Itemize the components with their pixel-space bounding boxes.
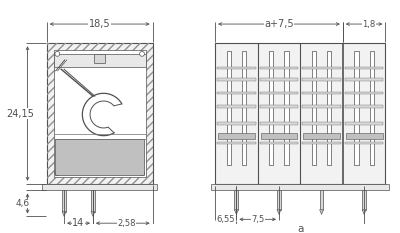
Bar — [226, 51, 231, 164]
Bar — [260, 78, 298, 81]
Bar — [217, 78, 256, 81]
Bar — [54, 50, 146, 177]
Bar — [312, 51, 316, 164]
Text: 24,15: 24,15 — [6, 109, 34, 119]
Bar — [303, 133, 340, 139]
Circle shape — [55, 51, 60, 56]
Bar — [217, 92, 256, 94]
Bar — [345, 78, 384, 81]
Bar — [260, 92, 298, 94]
Bar — [56, 139, 144, 175]
Text: 4,6: 4,6 — [16, 199, 30, 208]
Bar — [345, 92, 384, 94]
Bar — [302, 78, 341, 81]
Bar — [327, 51, 331, 164]
Bar — [362, 191, 366, 210]
Text: 6,55: 6,55 — [216, 215, 235, 224]
Bar — [42, 184, 158, 191]
Text: 14: 14 — [72, 218, 85, 228]
Bar — [370, 51, 374, 164]
Polygon shape — [277, 210, 281, 215]
Bar — [211, 184, 389, 191]
Bar — [260, 142, 298, 144]
Bar — [217, 122, 256, 125]
Bar — [345, 105, 384, 108]
Text: a+7,5: a+7,5 — [264, 19, 294, 29]
Bar — [302, 142, 341, 144]
Bar — [345, 67, 384, 69]
Bar — [217, 105, 256, 108]
Bar — [54, 54, 146, 67]
Bar — [260, 122, 298, 125]
Text: 2,58: 2,58 — [117, 219, 136, 228]
Bar — [260, 67, 298, 69]
Bar — [215, 43, 386, 184]
Bar — [345, 122, 384, 125]
Bar — [242, 51, 246, 164]
Bar — [62, 191, 66, 212]
Bar — [320, 191, 324, 210]
Polygon shape — [362, 210, 366, 215]
Bar — [302, 92, 341, 94]
Circle shape — [140, 171, 144, 176]
Bar — [345, 142, 384, 144]
Bar — [260, 105, 298, 108]
Bar — [91, 191, 95, 212]
Bar — [234, 191, 238, 210]
Bar — [302, 105, 341, 108]
Bar — [218, 133, 255, 139]
Bar — [346, 133, 382, 139]
Text: 18,5: 18,5 — [89, 19, 110, 29]
Bar — [302, 122, 341, 125]
Bar — [217, 67, 256, 69]
Text: 1,8: 1,8 — [362, 20, 376, 29]
Bar — [269, 51, 274, 164]
Circle shape — [140, 51, 144, 56]
Bar — [260, 133, 297, 139]
Text: 7,5: 7,5 — [251, 215, 264, 224]
Text: a: a — [297, 224, 304, 233]
Polygon shape — [62, 212, 66, 216]
Bar — [302, 67, 341, 69]
Polygon shape — [320, 210, 324, 215]
Bar — [94, 54, 106, 64]
Bar — [217, 142, 256, 144]
Bar — [277, 191, 281, 210]
Bar — [284, 51, 289, 164]
Bar — [47, 43, 152, 184]
Bar — [47, 43, 152, 184]
Polygon shape — [91, 212, 95, 216]
Polygon shape — [234, 210, 238, 215]
Circle shape — [55, 171, 60, 176]
Bar — [354, 51, 359, 164]
